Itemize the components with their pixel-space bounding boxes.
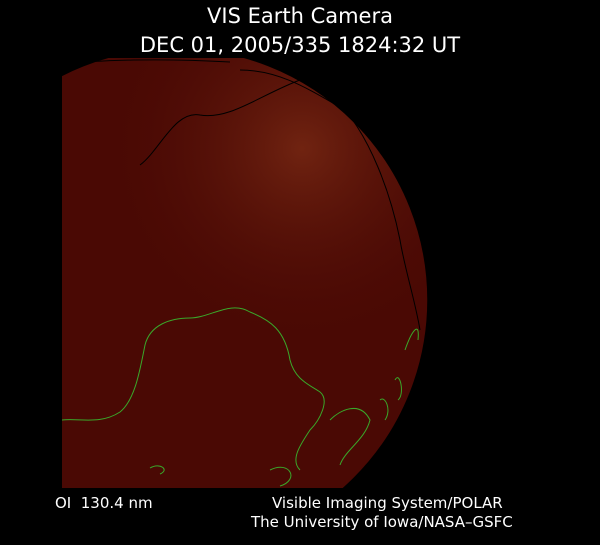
filter-label: OI 130.4 nm — [55, 494, 153, 512]
title: VIS Earth Camera — [207, 4, 393, 28]
limb — [62, 58, 429, 488]
subtitle: DEC 01, 2005/335 1824:32 UT — [140, 33, 460, 57]
credit-line: Visible Imaging System/POLAR — [272, 494, 503, 512]
coastline-dark — [62, 59, 421, 331]
coastline-green — [62, 307, 419, 487]
aurora-glow — [62, 58, 428, 488]
credit-line: The University of Iowa/NASA–GSFC — [250, 513, 513, 531]
earth-disk — [62, 58, 429, 488]
